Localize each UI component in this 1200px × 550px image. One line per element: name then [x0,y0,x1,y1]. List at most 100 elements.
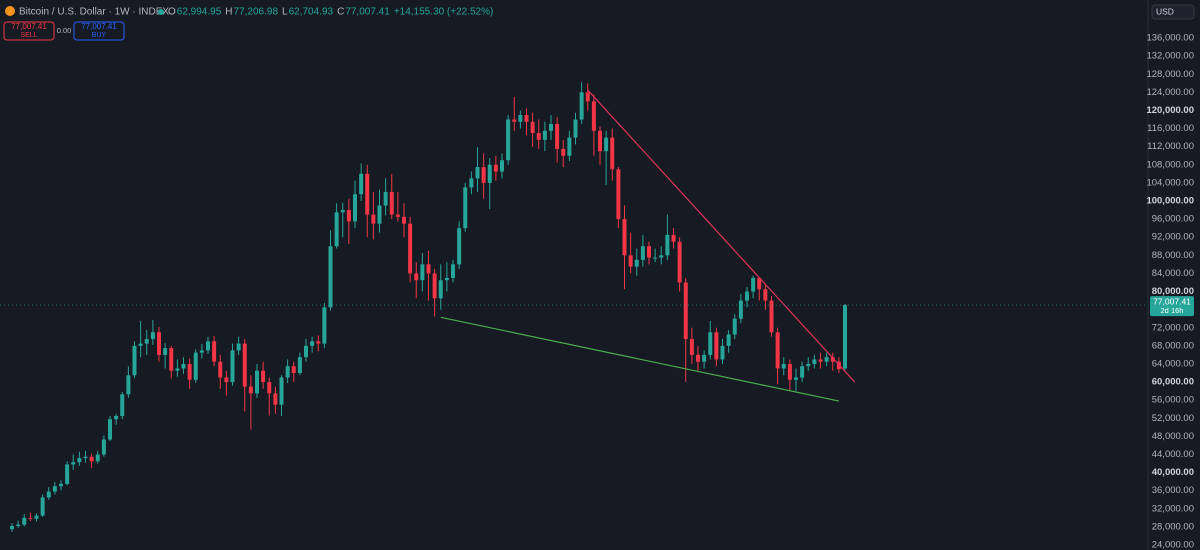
candle-body [279,377,284,405]
candle-body [567,137,572,156]
y-tick-label: 48,000.00 [1152,431,1194,442]
candle-body [720,345,725,360]
candle-body [469,178,474,188]
candle-body [22,517,27,525]
candle-body [647,246,651,258]
symbol-title: Bitcoin / U.S. Dollar · 1W · INDEX [19,7,169,18]
candle-body [334,212,339,247]
candle-body [530,121,535,134]
candle-body [573,119,578,138]
sell-button[interactable] [3,21,55,41]
candle-body [114,416,119,420]
candle-body [702,354,707,362]
candle-body [585,92,590,102]
candle-body [95,454,100,462]
candle-body [830,357,835,362]
candle-body [59,483,63,487]
candle-body [340,210,345,213]
candle-body [555,124,560,149]
candle-body [414,273,419,281]
candle-body [806,363,811,367]
candle-body [77,458,82,463]
legend-key: H [225,7,232,18]
candle-body [549,124,553,131]
candle-body [818,359,823,362]
y-tick-label: 40,000.00 [1152,467,1194,478]
candle-body [775,332,780,369]
candle-body [297,357,302,374]
candle-body [389,191,394,215]
candle-body [291,366,296,374]
candle-body [408,223,413,274]
legend-value: 62,704.93 [289,7,334,18]
y-tick-label: 84,000.00 [1152,268,1194,279]
candle-body [591,101,596,131]
candle-body [218,361,223,378]
candle-body [604,137,609,152]
candle-body [193,352,198,380]
y-tick-label: 44,000.00 [1152,449,1194,460]
y-tick-label: 96,000.00 [1152,214,1194,225]
candle-body [402,216,406,224]
candle-body [255,370,259,394]
candle-body [108,419,112,440]
candle-body [812,359,817,364]
legend-change: +14,155.30 (+22.52%) [394,7,494,18]
candle-body [65,464,70,484]
candle-body [616,169,621,220]
buy-label[interactable]: BUY [92,32,107,39]
candle-body [10,526,14,530]
candle-body [561,148,566,156]
y-tick-label: 60,000.00 [1152,377,1194,388]
bitcoin-icon [5,6,15,16]
sell-label[interactable]: SELL [20,32,37,39]
candle-body [451,264,455,278]
countdown-label: 2d 16h [1161,306,1184,315]
candle-body [224,377,229,383]
candle-body [187,363,192,380]
y-tick-label: 124,000.00 [1146,87,1194,98]
trendline [440,316,839,402]
candle-body [536,133,541,140]
candle-body [518,114,523,122]
y-tick-label: 80,000.00 [1152,286,1194,297]
candle-body [738,300,743,319]
candle-body [634,259,639,267]
candle-body [126,375,131,395]
legend-key: C [337,7,344,18]
buy-button[interactable] [73,21,125,41]
candle-body [751,277,756,292]
candle-body [144,339,149,344]
sell-price[interactable]: 77,007.41 [11,22,47,31]
candle-body [824,357,829,362]
candle-body [175,368,180,371]
y-tick-label: 64,000.00 [1152,358,1194,369]
y-tick-label: 136,000.00 [1146,33,1194,44]
y-tick-label: 108,000.00 [1146,159,1194,170]
candle-body [696,354,700,362]
currency-label[interactable]: USD [1156,6,1174,16]
y-tick-label: 68,000.00 [1152,340,1194,351]
market-status [158,9,164,15]
candle-body [524,114,529,122]
candle-body [359,173,364,195]
candle-body [328,246,333,308]
candle-body [132,345,137,376]
candle-body [322,307,327,344]
candle-body [212,341,217,362]
buy-price[interactable]: 77,007.41 [81,22,117,31]
candle-body [542,130,547,140]
candle-body [46,491,51,498]
ohlc-legend: O 62,994.95 H 77,206.98 L 62,704.93 C 77,007.41… [168,7,493,18]
y-tick-label: 88,000.00 [1152,250,1194,261]
candle-body [683,282,688,340]
candle-body [432,273,437,299]
candle-body [199,350,204,353]
currency-button[interactable] [1151,4,1195,20]
legend-key: L [282,7,288,18]
candle-body [101,439,106,455]
y-tick-label: 52,000.00 [1152,413,1194,424]
candle-body [579,92,584,120]
candle-body [120,394,125,417]
